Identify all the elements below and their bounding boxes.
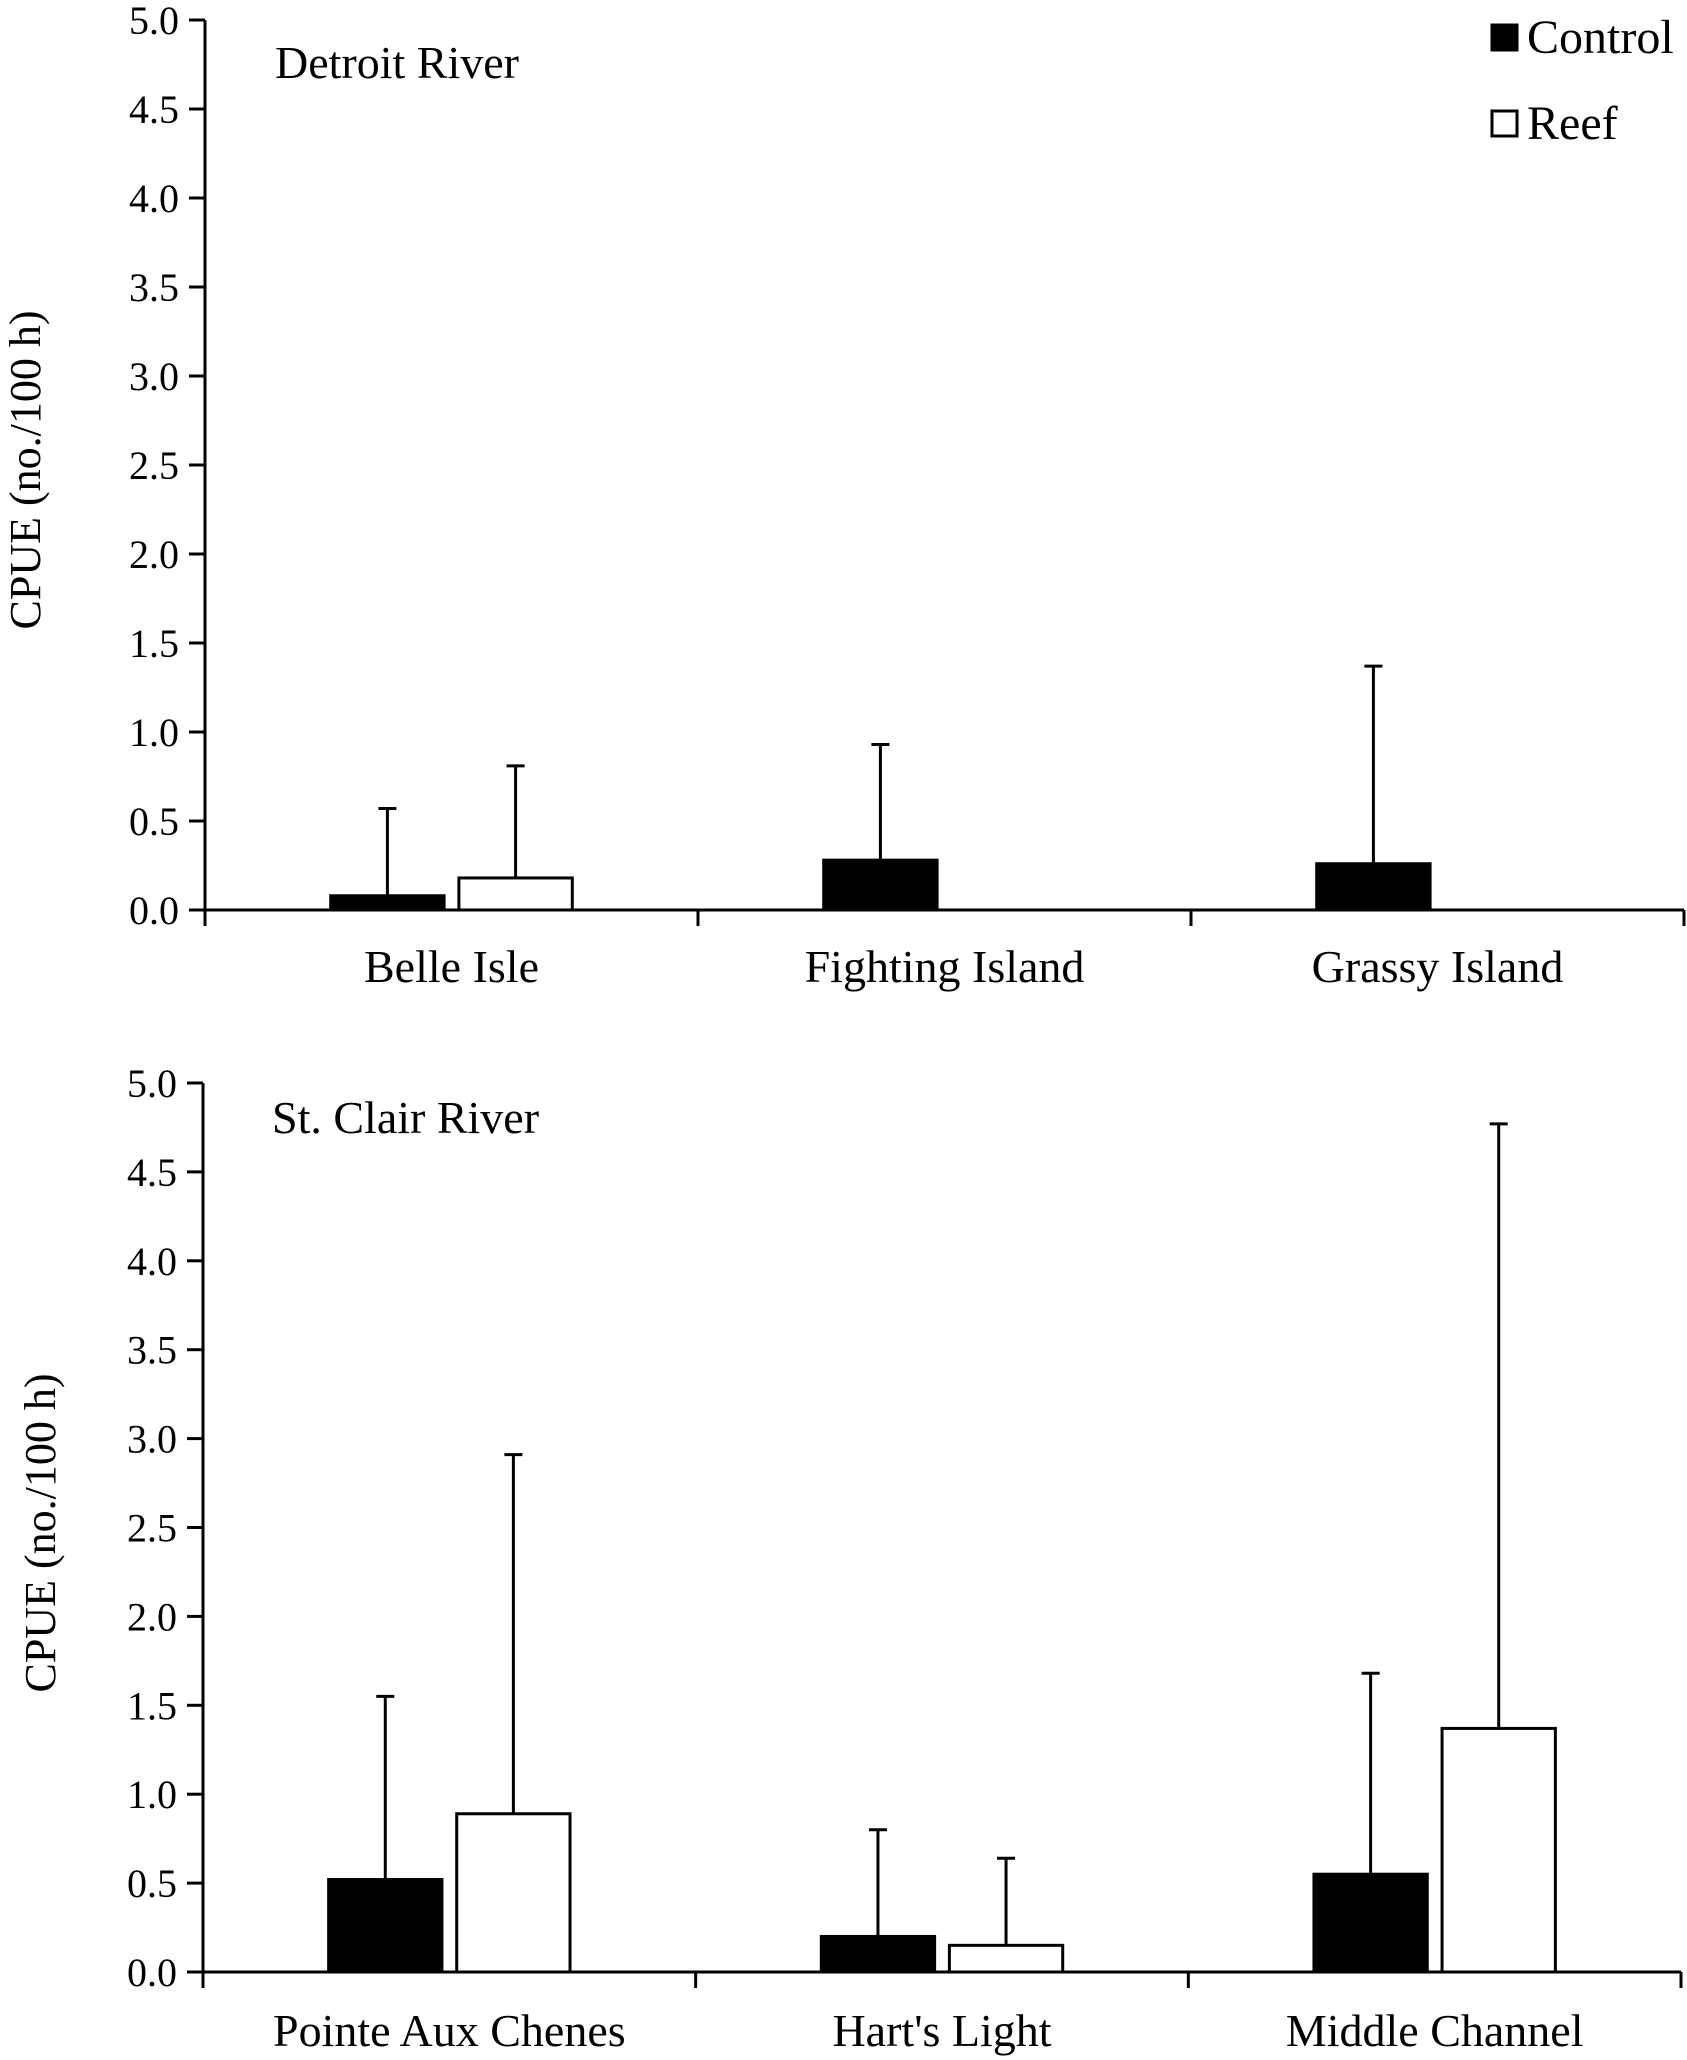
category-label: Belle Isle — [364, 941, 539, 992]
y-tick-label: 2.5 — [127, 1506, 177, 1551]
y-tick-label: 3.0 — [127, 1417, 177, 1462]
category-label: Middle Channel — [1286, 2005, 1584, 2056]
panel-title: Detroit River — [275, 37, 519, 88]
y-axis-label: CPUE (no./100 h) — [1, 311, 50, 630]
bar-reef — [455, 1812, 572, 1974]
legend-label-control: Control — [1527, 11, 1674, 64]
y-tick-label: 4.0 — [127, 1239, 177, 1284]
y-tick-label: 5.0 — [127, 1061, 177, 1106]
category-label: Grassy Island — [1312, 941, 1564, 992]
bar-reef — [1440, 1726, 1557, 1974]
y-tick-label: 0.5 — [127, 1861, 177, 1906]
y-tick-label: 3.5 — [127, 1328, 177, 1373]
bar-reef — [947, 1943, 1065, 1974]
y-tick-label: 4.5 — [129, 87, 179, 132]
bar-control — [327, 1878, 444, 1974]
detroit-river-panel: Detroit River CPUE (no./100 h) 0.0 0.5 1.0… — [1, 0, 1686, 992]
y-tick-label: 1.5 — [129, 621, 179, 666]
y-tick-label: 2.0 — [129, 532, 179, 577]
y-tick-label: 0.5 — [129, 799, 179, 844]
y-tick-label: 4.0 — [129, 176, 179, 221]
y-tick-label: 5.0 — [129, 0, 179, 43]
y-tick-label: 0.0 — [129, 888, 179, 933]
y-axis-label: CPUE (no./100 h) — [16, 1374, 65, 1693]
y-tick-label: 3.5 — [129, 265, 179, 310]
bar-control — [329, 894, 446, 912]
category-label: Hart's Light — [832, 2005, 1051, 2056]
bar-control — [1315, 862, 1432, 912]
y-tick-label: 0.0 — [127, 1950, 177, 1995]
y-tick-label: 1.0 — [129, 710, 179, 755]
legend-label-reef: Reef — [1527, 97, 1618, 150]
y-tick-label: 2.5 — [129, 443, 179, 488]
legend: Control Reef — [1490, 11, 1674, 150]
legend-swatch-control — [1490, 23, 1519, 52]
y-tick-label: 2.0 — [127, 1594, 177, 1639]
y-tick-label: 4.5 — [127, 1150, 177, 1195]
category-label: Pointe Aux Chenes — [273, 2005, 626, 2056]
bar-reef — [457, 876, 574, 912]
y-tick-label: 1.0 — [127, 1772, 177, 1817]
y-tick-label: 3.0 — [129, 354, 179, 399]
category-label: Fighting Island — [805, 941, 1085, 992]
bar-control — [1312, 1872, 1429, 1974]
bar-control — [819, 1934, 937, 1974]
legend-swatch-reef — [1490, 109, 1519, 138]
st-clair-river-panel: St. Clair River CPUE (no./100 h) 0.0 0.5 1… — [16, 1061, 1683, 2056]
panel-title: St. Clair River — [272, 1092, 539, 1143]
y-tick-label: 1.5 — [127, 1683, 177, 1728]
bar-control — [822, 858, 939, 912]
